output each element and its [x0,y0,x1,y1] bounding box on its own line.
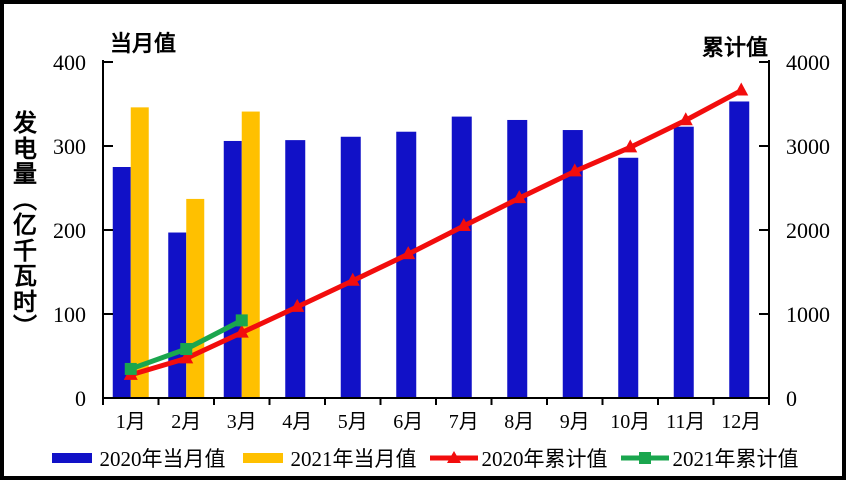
x-axis-label: 9月 [560,411,590,433]
bar-2020年当月值-3月 [223,140,242,398]
bar-2020年当月值-2月 [168,232,187,398]
y-axis-title-char: 电 [13,136,37,163]
x-axis-label: 6月 [393,411,423,433]
marker-triangle-2020年累计值-5月 [345,272,360,286]
cumulative-line-2020年累计值 [130,88,743,378]
marker-triangle-2020年累计值-12月 [734,82,749,96]
x-axis-label: 7月 [449,411,479,433]
legend-swatch-icon [51,453,92,463]
legend-label: 2020年累计值 [481,447,608,471]
marker-triangle-2020年累计值-3月 [234,324,249,338]
marker-triangle-2020年累计值-11月 [678,112,693,126]
right-axis-tick-label: 4000 [786,50,830,75]
bar-2021年当月值-3月 [241,111,260,398]
marker-triangle-2020年累计值-6月 [401,246,416,260]
left-axis-corner-label: 当月值 [110,31,177,56]
legend-label: 2021年累计值 [672,447,799,471]
right-axis-corner-label: 累计值 [701,35,768,60]
right-axis-tick-label: 1000 [786,302,830,327]
legend-label: 2021年当月值 [290,447,417,471]
left-axis-tick-label: 200 [53,218,86,243]
x-axis-label: 4月 [282,411,312,433]
legend-swatch-icon [242,453,283,463]
bar-2020年当月值-8月 [507,119,528,399]
marker-triangle-2020年累计值-4月 [290,298,305,312]
bar-2020年当月值-12月 [729,101,750,398]
legend-line-marker-icon [620,452,669,464]
y-axis-title-char: 量 [13,162,37,188]
bar-2020年当月值-9月 [562,130,583,399]
marker-triangle-2020年累计值-2月 [179,350,194,364]
bar-2020年当月值-7月 [451,116,472,398]
bar-2020年当月值-5月 [340,136,361,398]
marker-square-2021年累计值-2月 [180,343,193,356]
y-axis-title-char: 瓦 [13,264,37,290]
legend-label: 2020年当月值 [99,447,226,471]
legend-item: 2020年当月值 [48,443,226,473]
right-axis-tick-label: 0 [786,386,797,411]
bar-2020年当月值-1月 [112,167,131,398]
legend: 2020年当月值 2021年当月值 2020年累计值 2021年累计值 [4,443,842,473]
right-axis-tick-label: 2000 [786,218,830,243]
y-axis-title-char: 亿 [13,213,37,239]
marker-triangle-2020年累计值-8月 [512,190,527,204]
y-axis-title-char: 时 [13,289,37,316]
x-axis-label: 3月 [227,411,257,433]
bar-2021年当月值-1月 [130,107,149,399]
legend-line-marker-icon [429,451,478,463]
y-axis-title: 发电量 ︵ 亿千瓦时 ︶ [13,111,37,342]
y-axis-title-char: 千 [13,238,37,265]
legend-item: 2020年累计值 [429,443,608,473]
x-axis-label: 10月 [610,411,650,433]
legend-item: 2021年累计值 [620,443,799,473]
marker-triangle-2020年累计值-10月 [623,139,638,153]
legend-item: 2021年当月值 [239,443,417,473]
x-axis-label: 11月 [666,411,705,433]
marker-triangle-2020年累计值-9月 [567,163,582,177]
left-axis-tick-label: 300 [53,134,86,159]
y-axis-title-char: 发 [13,111,37,137]
right-axis-tick-label: 3000 [786,134,830,159]
marker-square-2021年累计值-1月 [124,362,137,375]
left-axis-tick-label: 400 [53,50,86,75]
x-axis-label: 1月 [116,411,146,433]
left-axis-tick-label: 100 [53,302,86,327]
marker-square-2021年累计值-3月 [235,314,248,327]
bar-2021年当月值-2月 [186,198,205,398]
bar-2020年当月值-4月 [285,140,306,398]
marker-triangle-2020年累计值-7月 [456,217,471,231]
x-axis-label: 5月 [338,411,368,433]
bar-2020年当月值-10月 [618,157,639,398]
bar-2020年当月值-11月 [673,126,694,399]
left-axis-tick-label: 0 [75,386,86,411]
y-axis-title-char: ︵ [13,187,37,214]
x-axis-label: 8月 [504,411,534,433]
y-axis-title-char: ︶ [13,315,37,341]
x-axis-label: 2月 [171,411,201,433]
bar-2020年当月值-6月 [396,131,417,398]
x-axis-label: 12月 [721,411,761,433]
